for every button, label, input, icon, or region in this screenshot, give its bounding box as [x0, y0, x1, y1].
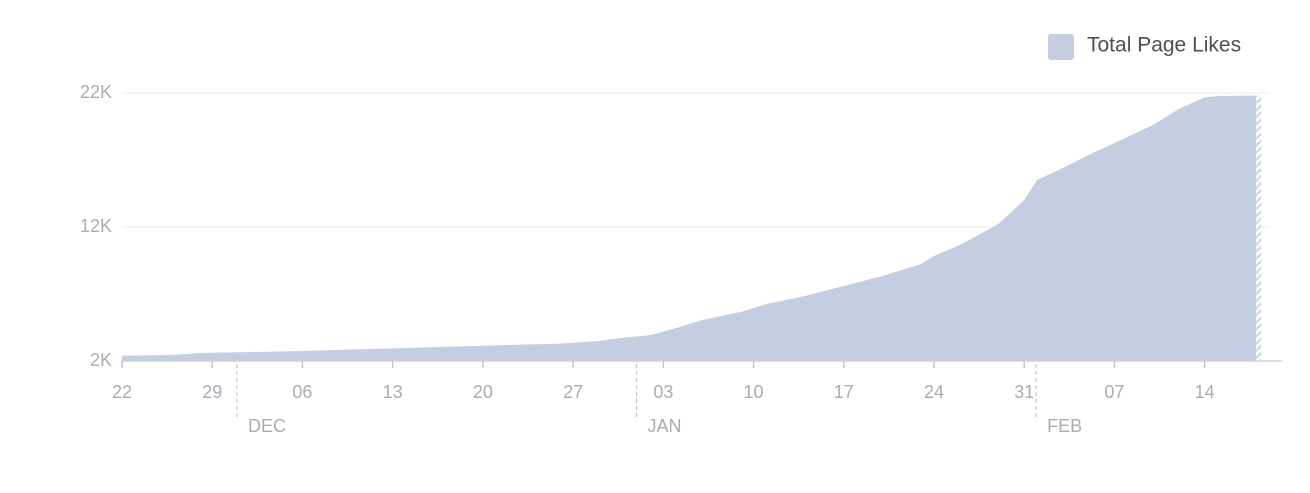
x-tick-label: 20 [473, 382, 493, 402]
x-tick-label: 27 [563, 382, 583, 402]
x-tick-label: 24 [924, 382, 944, 402]
x-tick-label: 31 [1014, 382, 1034, 402]
x-tick-label: 29 [202, 382, 222, 402]
month-label: FEB [1047, 416, 1082, 436]
x-tick-label: 17 [834, 382, 854, 402]
x-tick-label: 07 [1104, 382, 1124, 402]
month-label: DEC [248, 416, 286, 436]
y-tick-label: 2K [90, 350, 112, 370]
x-tick-label: 22 [112, 382, 132, 402]
y-tick-label: 12K [80, 216, 112, 236]
x-tick-label: 10 [744, 382, 764, 402]
legend-swatch [1048, 34, 1074, 60]
x-tick-label: 06 [292, 382, 312, 402]
area [122, 95, 1257, 362]
x-tick-label: 03 [653, 382, 673, 402]
month-label: JAN [648, 416, 682, 436]
y-tick-label: 22K [80, 82, 112, 102]
legend-label: Total Page Likes [1087, 34, 1241, 57]
incomplete-period [1256, 95, 1262, 362]
x-tick-label: 14 [1195, 382, 1215, 402]
x-tick-label: 13 [383, 382, 403, 402]
